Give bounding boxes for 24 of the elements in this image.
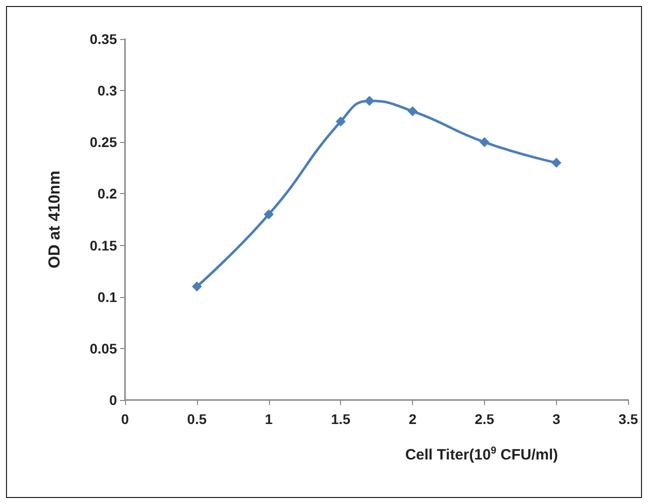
y-axis-title: OD at 410nm (46, 170, 64, 268)
x-tick-label: 2 (408, 411, 417, 427)
x-tick-label: 2.5 (474, 411, 494, 427)
point (479, 137, 490, 148)
point (364, 96, 374, 106)
y-tick-label: 0.15 (90, 237, 118, 254)
x-tick-label: 1.5 (330, 411, 351, 427)
point (551, 158, 562, 168)
y-tick-label: 0 (109, 392, 118, 408)
y-tick-label: 0.3 (98, 82, 118, 99)
y-tick-label: 0.2 (98, 186, 118, 202)
y-tick-label: 0.1 (98, 288, 118, 305)
x-tick-label: 1 (264, 411, 273, 427)
point (408, 106, 418, 116)
y-tick-label: 0.35 (90, 31, 118, 47)
y-tick-label: 0.25 (90, 134, 118, 150)
x-tick-label: 0 (121, 411, 130, 427)
point (264, 209, 274, 220)
x-tick-label: 0.5 (187, 411, 207, 427)
x-tick-label: 3.5 (618, 411, 638, 427)
y-tick-label: 0.05 (90, 340, 118, 356)
x-tick-label: 3 (552, 411, 560, 427)
point (336, 116, 346, 127)
point (192, 282, 202, 292)
